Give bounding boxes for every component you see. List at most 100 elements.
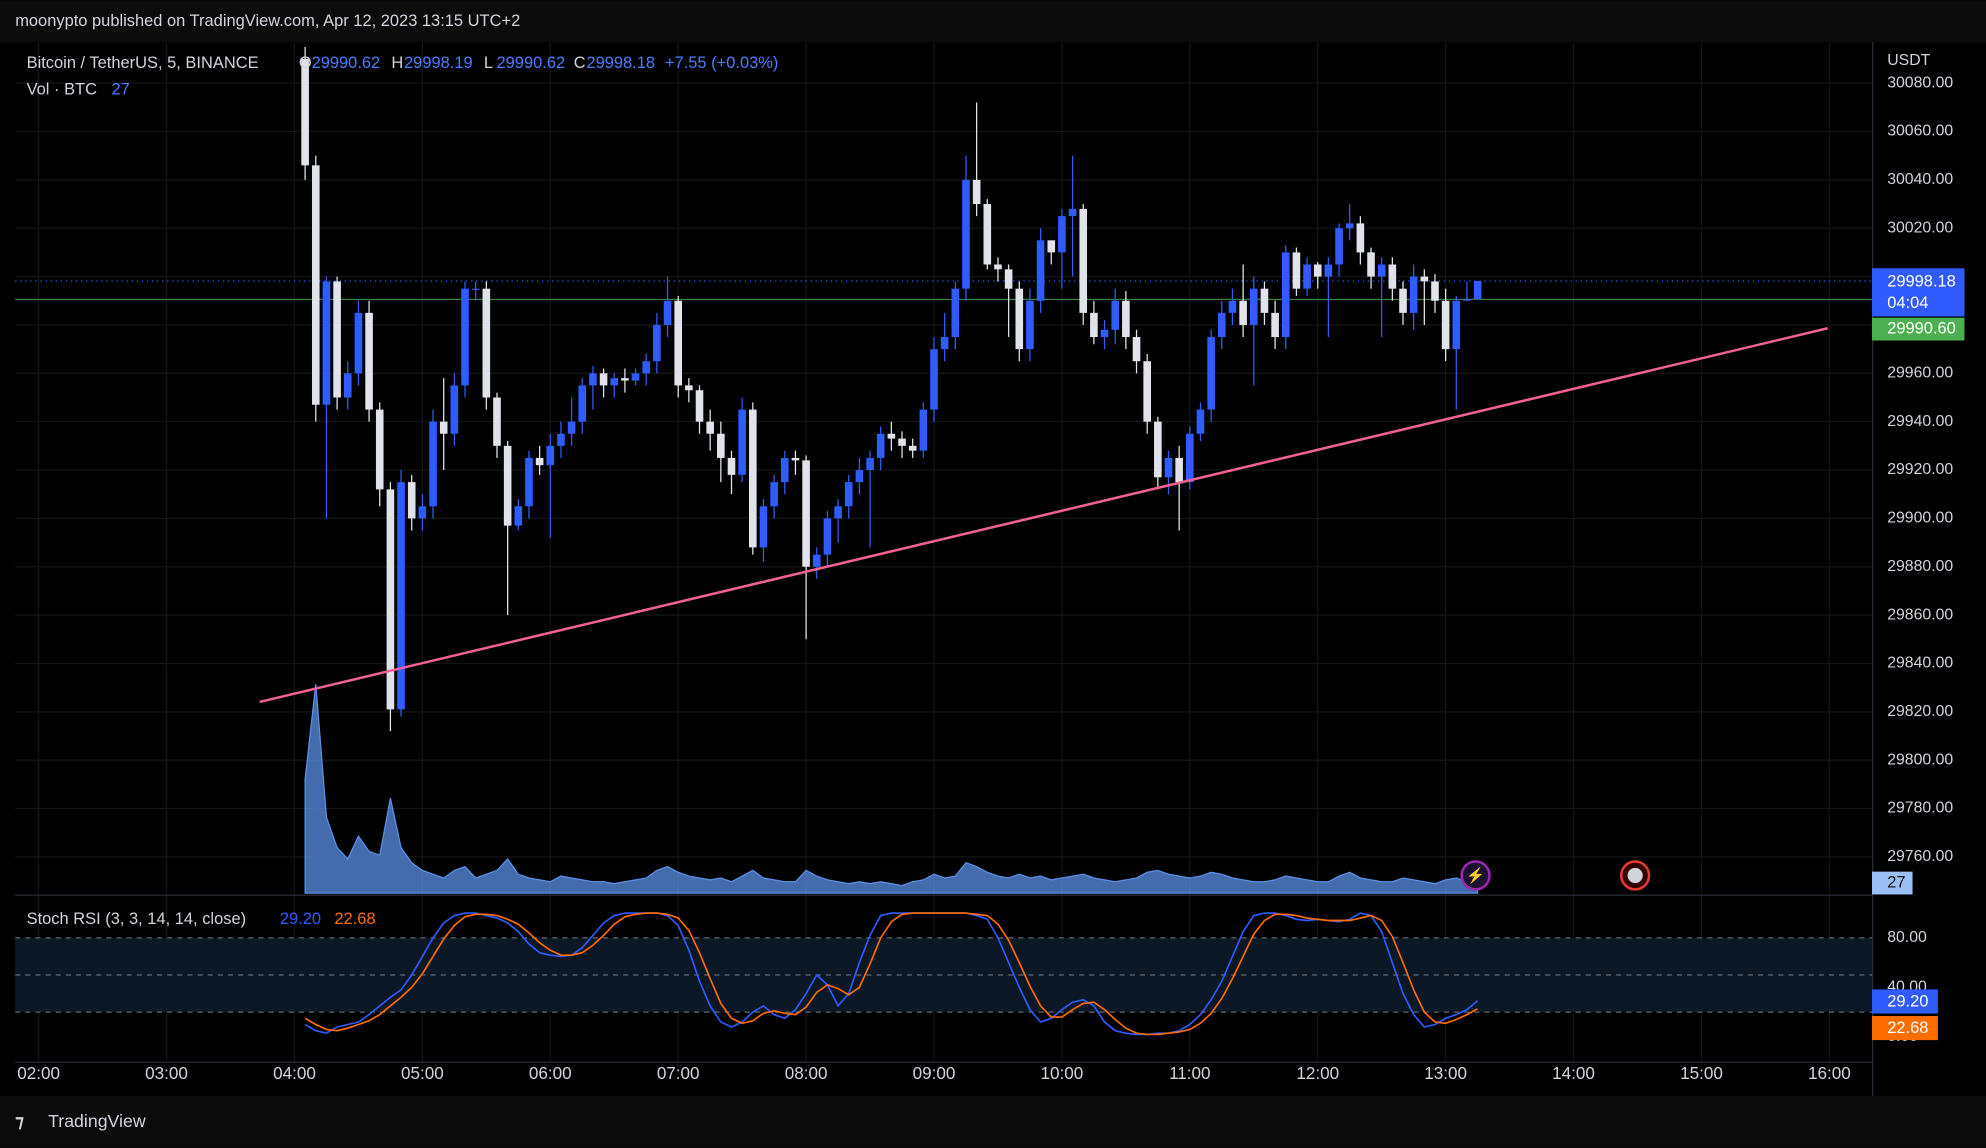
event-icon[interactable] [1460, 860, 1491, 891]
candle-body [535, 457, 544, 466]
candle-body [727, 457, 736, 475]
y-tick-label: 30080.00 [1887, 74, 1953, 91]
candle-body [1068, 208, 1077, 217]
candle-body [1292, 252, 1301, 289]
candle-body [365, 312, 373, 410]
candle-body [1090, 312, 1098, 338]
candle-body [1281, 252, 1290, 338]
candle-body [1303, 264, 1311, 289]
candle-body [493, 397, 501, 446]
candle-body [1132, 337, 1141, 362]
trend-line [259, 327, 1828, 704]
candle-body [1473, 280, 1482, 300]
candle-body [482, 288, 491, 398]
candle-body [418, 506, 427, 519]
top-bar [0, 0, 1986, 43]
candle-body [1154, 421, 1162, 478]
change-label: +7.55 (+0.03%) [665, 54, 778, 72]
candle-body [940, 337, 949, 350]
candle-body [1036, 240, 1045, 301]
candle-body [994, 264, 1002, 270]
candle-body [706, 421, 714, 434]
candle-body [599, 373, 608, 386]
volume-badge-label: 27 [1887, 873, 1905, 891]
candle-body [557, 433, 565, 446]
candle-body [1143, 361, 1151, 422]
y-tick-label: 29760.00 [1887, 848, 1953, 865]
publisher: moonypto published on TradingView.com, A… [15, 12, 520, 30]
candle-body [1218, 312, 1226, 338]
stoch-line [304, 912, 1479, 1036]
stoch-band [15, 937, 1873, 1013]
x-tick-label: 09:00 [913, 1064, 956, 1083]
y-tick-label: 29920.00 [1887, 461, 1953, 478]
candle-body [1047, 240, 1056, 253]
candle-body [834, 506, 842, 519]
y-tick-label: 29940.00 [1887, 413, 1953, 430]
candle-body [397, 482, 405, 710]
candle-body [1388, 264, 1397, 289]
candle-body [866, 457, 874, 471]
x-tick-label: 03:00 [145, 1064, 188, 1083]
candle-body [738, 409, 746, 475]
ohlc-name: O [299, 54, 312, 72]
candle-body [514, 506, 523, 526]
candle-body [1345, 223, 1354, 229]
stoch-tick-label: 80.00 [1887, 929, 1927, 946]
volume-title: Vol · BTC [27, 81, 98, 99]
candle-body [930, 349, 938, 410]
candle-body [439, 421, 448, 434]
brand-logo: ⁊ [15, 1111, 24, 1131]
x-tick-label: 16:00 [1808, 1064, 1851, 1083]
candle-body [1058, 216, 1066, 253]
stoch-k-badge-label: 29.20 [1887, 992, 1928, 1010]
stoch-d-badge [1872, 1016, 1938, 1041]
currency-label: USDT [1887, 52, 1930, 69]
x-tick-label: 04:00 [273, 1064, 316, 1083]
x-tick-label: 12:00 [1296, 1064, 1339, 1083]
volume-value: 27 [111, 81, 129, 99]
candle-body [962, 179, 970, 289]
candle-body [429, 421, 437, 507]
candle-body [951, 288, 960, 338]
candle-body [461, 288, 469, 386]
candle-body [1079, 208, 1088, 313]
candle-body [1122, 300, 1130, 338]
candle-body [770, 482, 778, 507]
countdown-label: 04:04 [1887, 294, 1928, 312]
event-icon-glyph: ⚡ [1466, 867, 1485, 885]
y-tick-label: 29900.00 [1887, 510, 1953, 527]
candle-body [631, 373, 640, 381]
candle-body [1335, 228, 1343, 265]
candle-body [780, 457, 789, 483]
stoch-d-badge-label: 22.68 [1887, 1019, 1928, 1037]
candle-body [375, 409, 384, 490]
y-tick-label: 29860.00 [1887, 606, 1953, 623]
candle-body [1367, 252, 1375, 277]
y-tick-label: 29780.00 [1887, 800, 1953, 817]
candle-body [386, 489, 395, 710]
x-tick-label: 06:00 [529, 1064, 572, 1083]
ohlc-value: 29990.62 [497, 54, 566, 72]
ohlc-value: 29990.62 [312, 54, 381, 72]
bottom-bar [0, 1095, 1986, 1148]
volume-area [304, 684, 1479, 894]
candle-body [1377, 264, 1386, 277]
candle-body [1313, 264, 1322, 277]
overlay: 02:00 03:00 04:00 05:00 06:00 07:00 08:00 09:00… [17, 52, 1965, 1083]
ohlc-name: L [484, 54, 493, 72]
symbol-title: Bitcoin / TetherUS, 5, BINANCE [27, 54, 259, 72]
candle-body [311, 165, 320, 405]
ohlc-name: C [574, 54, 586, 72]
x-tick-label: 14:00 [1552, 1064, 1595, 1083]
candle-body [471, 288, 480, 290]
candle-body [717, 433, 725, 458]
candle-body [1175, 457, 1183, 483]
candle-body [972, 179, 981, 205]
candle-body [567, 421, 576, 434]
candle-body [1409, 276, 1418, 313]
x-tick-label: 10:00 [1041, 1064, 1084, 1083]
candle-body [1249, 288, 1258, 325]
candle-body [450, 385, 459, 434]
